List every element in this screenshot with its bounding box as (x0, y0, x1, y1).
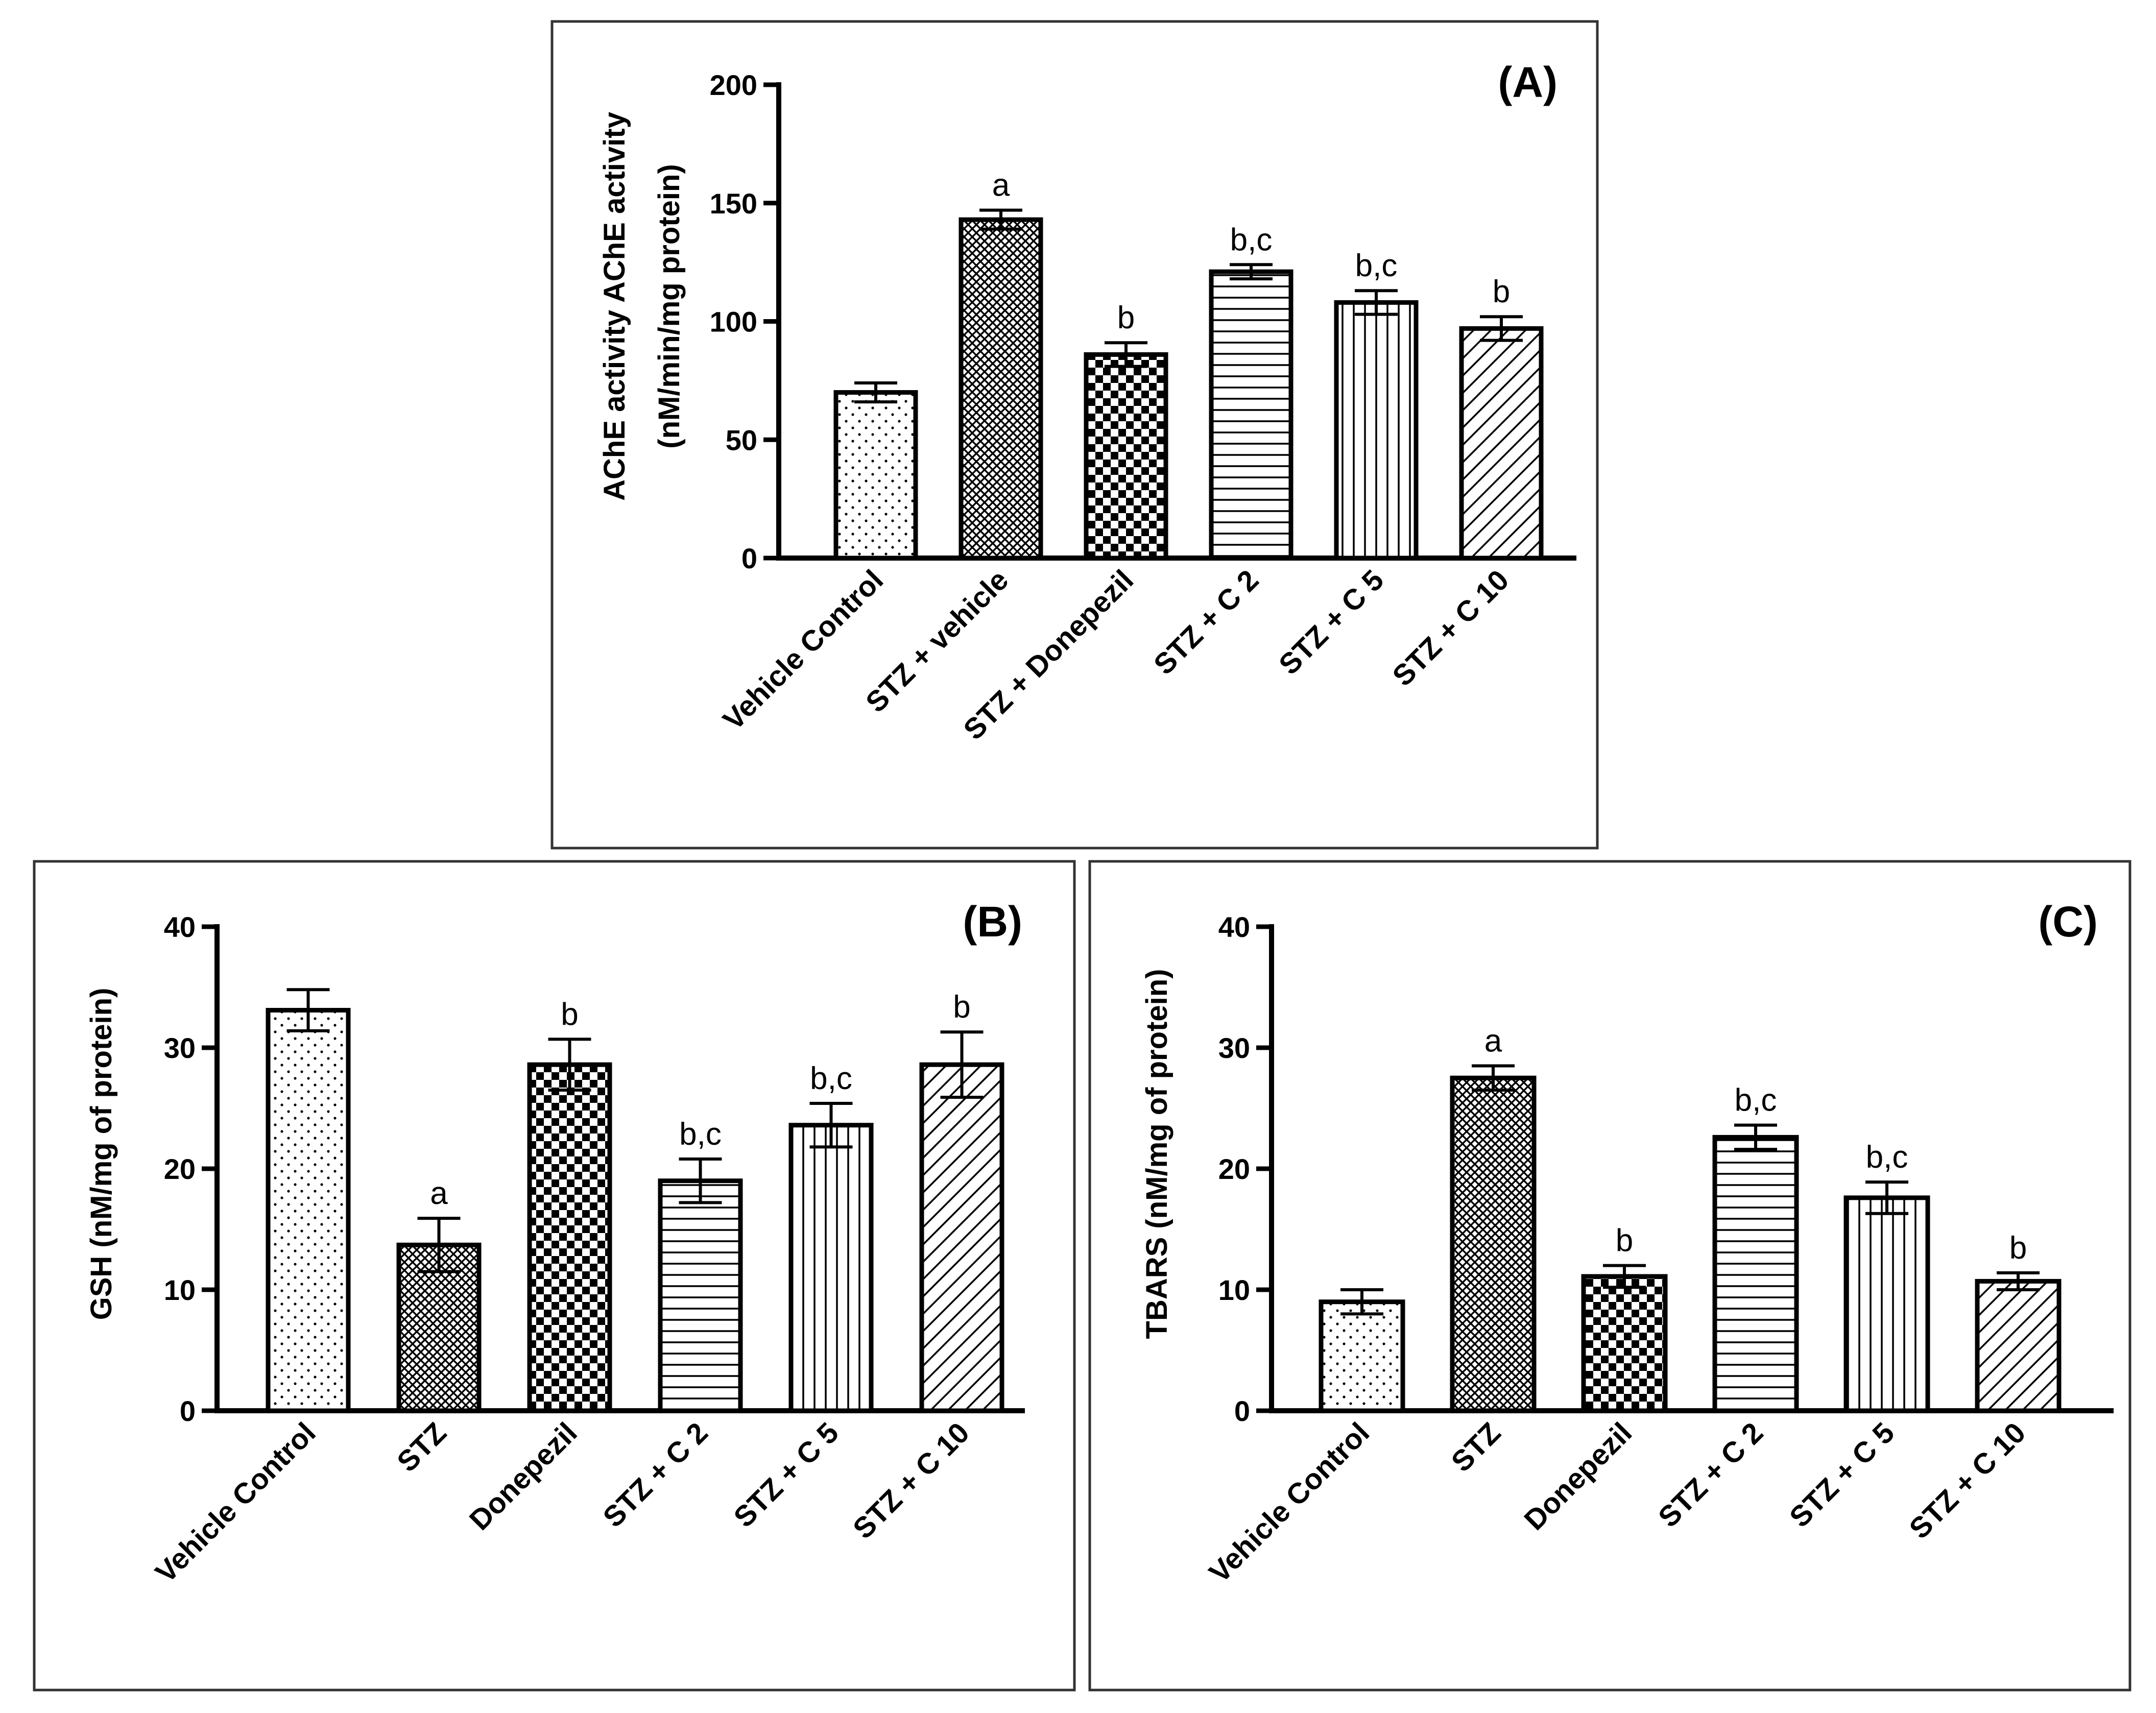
significance-label: b (561, 997, 578, 1032)
error-bar (286, 988, 330, 1032)
bar (1084, 352, 1168, 561)
panel-b-chart: 0 10 20 30 40 GSH (nM/mg of protein) (B) Vehicl… (85, 898, 1025, 1589)
category-label: Vehicle Control (1203, 1416, 1376, 1589)
error-bar (1230, 263, 1273, 281)
category-label: STZ + C 2 (597, 1416, 714, 1534)
panel-b-border (33, 860, 1076, 1692)
y-tick-label: 40 (164, 911, 196, 943)
category-label: STZ + C 10 (1386, 564, 1515, 692)
category-label: Donepezil (463, 1416, 584, 1537)
bar (833, 390, 918, 561)
error-bar (979, 208, 1022, 231)
bar (919, 1062, 1004, 1413)
significance-label: b (953, 990, 970, 1025)
significance-label: b,c (1355, 248, 1398, 283)
significance-label: b,c (1866, 1140, 1908, 1175)
y-axis-label: TBARS (nM/mg of protein) (1140, 969, 1173, 1339)
y-tick-label: 30 (164, 1032, 196, 1064)
bar (1843, 1195, 1930, 1413)
panel-a-border (550, 20, 1599, 850)
category-label: Vehicle Control (717, 564, 890, 737)
error-bar (1105, 341, 1147, 368)
significance-label: b,c (810, 1061, 852, 1096)
error-bar (679, 1157, 722, 1204)
panel-c-chart: 0 10 20 30 40 TBARS (nM/mg of protein) (C) Vehi… (1140, 898, 2114, 1589)
error-bar (1355, 289, 1398, 316)
significance-label: a (1484, 1024, 1502, 1059)
y-axis-label: GSH (nM/mg of protein) (85, 988, 118, 1320)
y-tick-label: 0 (1234, 1395, 1250, 1427)
significance-label: b (1493, 274, 1510, 309)
error-bar (548, 1038, 591, 1092)
category-label: STZ + C 5 (1273, 564, 1390, 681)
y-tick-label: 100 (710, 306, 757, 338)
significance-label: a (430, 1176, 448, 1211)
y-tick-label: 30 (1218, 1032, 1250, 1064)
significance-label: b (1117, 300, 1135, 335)
bar (1581, 1274, 1668, 1413)
y-tick-label: 10 (164, 1274, 196, 1306)
bar (1334, 300, 1419, 561)
significance-label: b (2009, 1231, 2027, 1266)
significance-label: b,c (1230, 222, 1273, 257)
significance-label: b,c (1735, 1083, 1777, 1118)
significance-label: b,c (679, 1117, 722, 1152)
panel-c-border (1088, 860, 2131, 1692)
category-label: STZ + C 2 (1147, 564, 1265, 681)
category-label: STZ + C 5 (728, 1416, 845, 1534)
error-bar (1472, 1064, 1515, 1092)
bar (266, 1008, 351, 1413)
error-bar (1865, 1180, 1908, 1215)
category-label: Vehicle Control (149, 1416, 322, 1589)
y-tick-label: 10 (1218, 1274, 1250, 1306)
y-tick-label: 200 (710, 69, 757, 101)
significance-label: b (1616, 1223, 1633, 1259)
bar (658, 1178, 743, 1413)
y-tick-label: 150 (710, 187, 757, 220)
significance-label: a (992, 168, 1010, 203)
panel-a-chart: 0 50 100 150 200 AChE activity AChE activity (… (598, 58, 1576, 746)
bar (1319, 1299, 1405, 1413)
y-tick-label: 20 (1218, 1153, 1250, 1185)
category-label: STZ (1445, 1416, 1507, 1478)
y-tick-label: 20 (164, 1153, 196, 1185)
bar (1209, 269, 1293, 561)
bar (1975, 1278, 2062, 1413)
category-label: STZ + C 10 (847, 1416, 975, 1545)
bar (959, 217, 1043, 561)
error-bar (809, 1102, 853, 1149)
bar (788, 1123, 874, 1413)
error-bar (854, 381, 897, 404)
panel-label: (A) (1498, 58, 1558, 106)
category-label: STZ + C 10 (1903, 1416, 2032, 1545)
error-bar (1480, 315, 1523, 342)
y-tick-label: 50 (726, 424, 757, 456)
category-label: Donepezil (1518, 1416, 1639, 1537)
y-tick-label: 0 (741, 542, 757, 574)
y-axis-label: (nM/min/mg protein) (653, 164, 686, 448)
error-bar (1997, 1271, 2040, 1291)
bar (1459, 326, 1544, 561)
y-tick-label: 40 (1218, 911, 1250, 943)
error-bar (1603, 1264, 1646, 1289)
panel-label: (B) (963, 898, 1022, 946)
bar (1712, 1135, 1799, 1413)
error-bar (1734, 1123, 1777, 1151)
y-axis-label: AChE activity AChE activity (598, 112, 631, 501)
category-label: STZ + C 2 (1652, 1416, 1769, 1534)
error-bar (1340, 1288, 1383, 1316)
category-label: STZ (391, 1416, 452, 1478)
panel-label: (C) (2038, 898, 2098, 946)
error-bar (417, 1217, 461, 1273)
category-label: STZ + C 5 (1783, 1416, 1901, 1534)
y-tick-label: 0 (180, 1395, 196, 1427)
bar (1450, 1075, 1537, 1413)
error-bar (940, 1030, 984, 1099)
bar (527, 1062, 612, 1413)
